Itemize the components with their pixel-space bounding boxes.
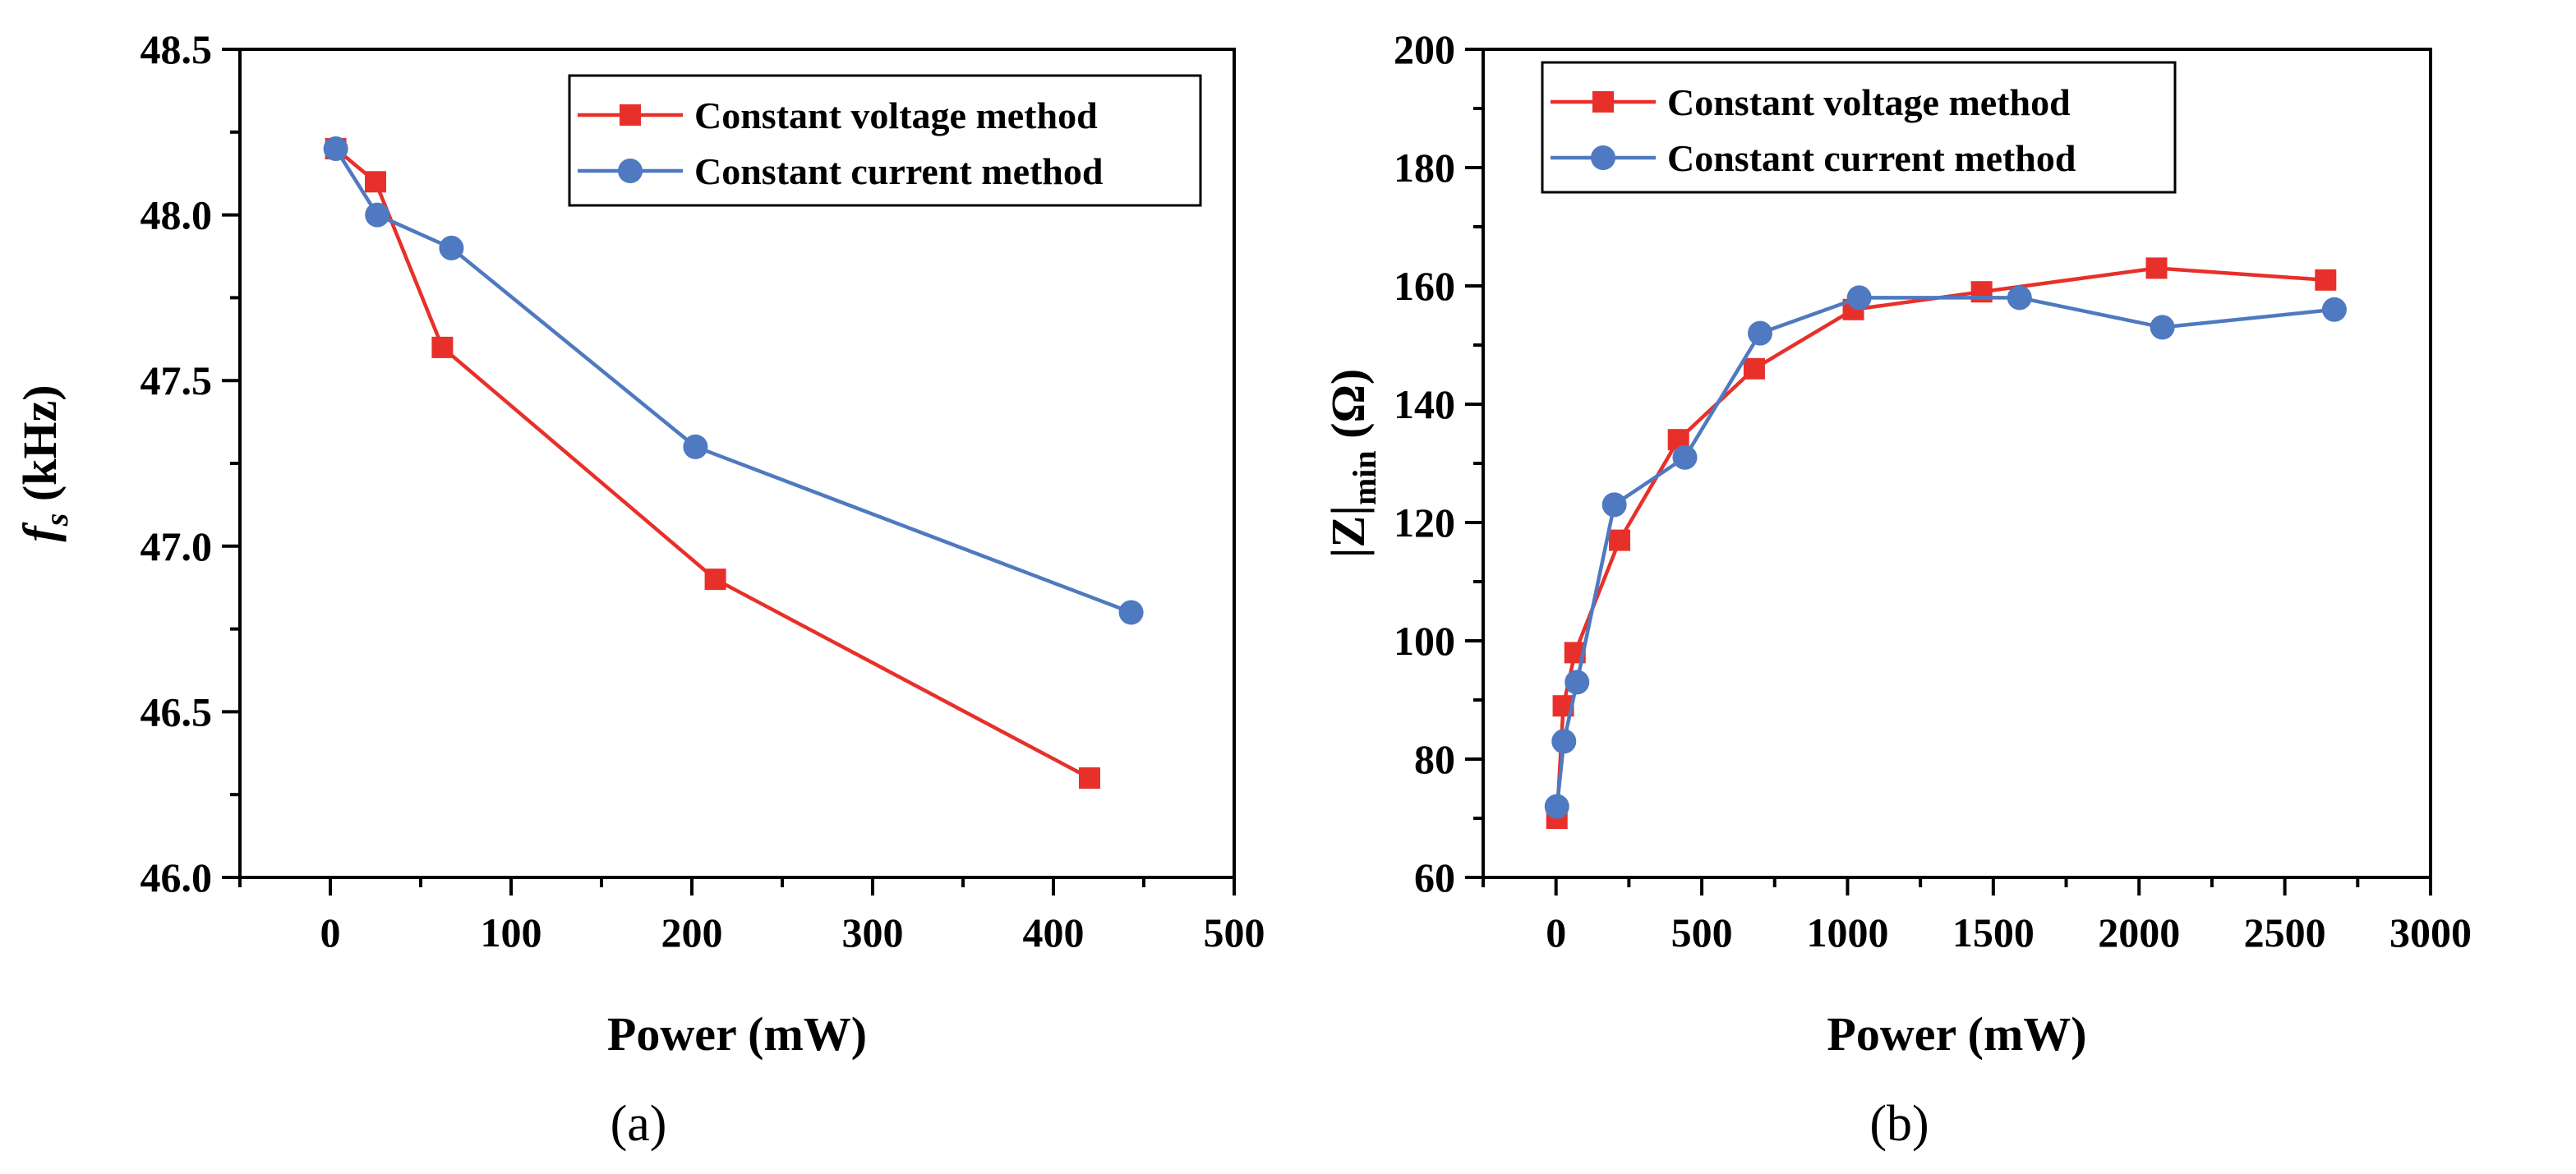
y-axis-title-unit: (kHz) xyxy=(13,384,67,513)
y-tick-label: 140 xyxy=(1394,381,1455,427)
data-point-circle xyxy=(1601,492,1627,518)
x-tick-label: 100 xyxy=(481,909,542,955)
y-axis-title-main: |Z| xyxy=(1321,505,1375,558)
data-point-circle xyxy=(1748,320,1773,346)
legend-box xyxy=(1541,61,2177,194)
data-point-square xyxy=(1609,529,1631,551)
panel-label: (a) xyxy=(611,1096,667,1152)
y-tick-label: 160 xyxy=(1394,263,1455,309)
y-tick-label: 47.0 xyxy=(141,523,213,569)
y-axis-title-sub: min xyxy=(1346,450,1383,505)
data-point-circle xyxy=(365,202,390,228)
data-point-circle xyxy=(1672,444,1698,470)
y-axis-title: |Z|min (Ω) xyxy=(1321,369,1383,559)
series-line-1 xyxy=(1555,266,2326,819)
data-point-circle xyxy=(323,136,348,161)
chart-b: 0 500 1000 1500 2000 2500 3000 60 80 100 120 140 160… xyxy=(1321,26,2472,1152)
x-tick-label: 1500 xyxy=(1952,909,2035,955)
y-axis-title-sub: s xyxy=(38,513,75,527)
y-axis-title-unit: (Ω) xyxy=(1321,369,1375,451)
x-tick-label: 2500 xyxy=(2244,909,2326,955)
data-point-circle xyxy=(1564,670,1590,695)
y-tick-label: 46.5 xyxy=(141,688,213,734)
data-point-circle xyxy=(439,235,464,260)
x-tick-label: 2000 xyxy=(2098,909,2180,955)
x-tick-label: 200 xyxy=(661,909,723,955)
y-tick-label: 100 xyxy=(1394,618,1455,664)
y-tick-label: 80 xyxy=(1414,736,1455,782)
legend-marker-square xyxy=(1592,91,1614,113)
panel-label: (b) xyxy=(1869,1096,1929,1152)
legend-label: Constant current method xyxy=(1667,137,2076,179)
data-point-circle xyxy=(2007,285,2032,311)
x-tick-label: 500 xyxy=(1204,909,1265,955)
x-axis-title: Power (mW) xyxy=(1827,1007,2086,1061)
data-point-square xyxy=(1743,357,1765,380)
legend-marker-circle xyxy=(618,159,643,183)
data-point-circle xyxy=(1846,285,1872,311)
y-tick-label: 47.5 xyxy=(141,357,213,403)
data-point-circle xyxy=(2150,315,2175,340)
chart-a: 0 100 200 300 400 500 46.0 46.5 47.0 47.5 48.0 48.5… xyxy=(13,26,1265,1152)
data-point-circle xyxy=(2321,297,2347,322)
legend-marker-square xyxy=(620,104,641,126)
y-tick-label: 46.0 xyxy=(141,854,213,900)
x-tick-label: 3000 xyxy=(2389,909,2472,955)
data-point-square xyxy=(2315,269,2337,291)
x-tick-label: 0 xyxy=(1546,909,1566,955)
y-tick-label: 200 xyxy=(1394,26,1455,72)
data-point-circle xyxy=(1551,729,1577,754)
legend-label: Constant voltage method xyxy=(1667,81,2071,123)
data-point-circle xyxy=(683,434,708,459)
x-tick-label: 500 xyxy=(1671,909,1733,955)
data-point-square xyxy=(704,569,726,591)
x-tick-label: 1000 xyxy=(1806,909,1888,955)
x-tick-label: 400 xyxy=(1023,909,1085,955)
y-tick-label: 180 xyxy=(1394,145,1455,191)
y-tick-label: 48.0 xyxy=(141,192,213,238)
legend-label: Constant voltage method xyxy=(694,94,1098,136)
y-tick-label: 60 xyxy=(1414,854,1455,900)
x-axis-title: Power (mW) xyxy=(607,1007,867,1061)
x-tick-label: 300 xyxy=(842,909,904,955)
y-axis-title: fs (kHz) xyxy=(13,384,75,541)
data-point-square xyxy=(2145,257,2168,279)
data-point-circle xyxy=(1544,794,1569,819)
legend-marker-circle xyxy=(1591,145,1615,170)
data-point-square xyxy=(431,336,454,358)
series-line-2 xyxy=(334,147,1132,615)
data-point-circle xyxy=(1118,600,1144,625)
series-line-2 xyxy=(1555,296,2335,807)
x-tick-label: 0 xyxy=(320,909,341,955)
y-tick-label: 48.5 xyxy=(141,26,213,72)
data-point-square xyxy=(1079,767,1100,790)
data-point-square xyxy=(365,171,386,193)
legend-label: Constant current method xyxy=(694,150,1104,192)
legend-box xyxy=(568,74,1202,207)
y-tick-label: 120 xyxy=(1394,500,1455,546)
